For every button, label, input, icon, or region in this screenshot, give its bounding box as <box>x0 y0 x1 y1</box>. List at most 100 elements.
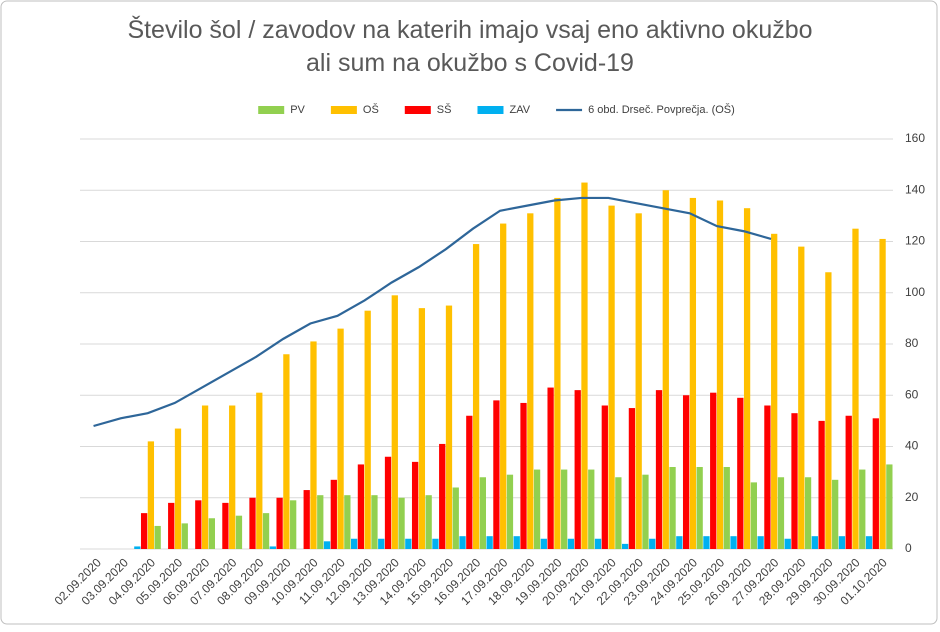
bar <box>567 538 575 549</box>
bar <box>256 392 263 549</box>
bar <box>452 487 459 549</box>
bar <box>466 415 473 549</box>
bar <box>635 213 642 549</box>
bar <box>134 546 141 549</box>
bar <box>479 477 486 549</box>
bar <box>737 397 744 549</box>
bar <box>561 469 568 549</box>
bar <box>472 244 480 549</box>
bar <box>655 390 663 549</box>
bar <box>208 518 215 549</box>
bar <box>628 408 636 549</box>
bar <box>723 467 730 549</box>
chart-title: Število šol / zavodov na katerih imajo v… <box>127 15 812 44</box>
bar <box>500 223 507 549</box>
bar <box>357 464 365 549</box>
bar <box>317 495 324 549</box>
bar <box>649 538 656 549</box>
bar <box>554 197 561 549</box>
legend-swatch <box>258 106 285 114</box>
y-tick-label: 100 <box>905 285 925 299</box>
bar <box>682 395 690 549</box>
bar <box>520 402 527 549</box>
bar <box>290 500 297 549</box>
bar <box>486 536 493 549</box>
bar <box>662 190 669 549</box>
bar <box>865 536 873 549</box>
bar <box>527 213 534 549</box>
bar <box>547 387 554 549</box>
bar <box>622 543 629 549</box>
line <box>93 196 772 428</box>
bar <box>459 536 466 549</box>
bar <box>445 305 453 549</box>
bar <box>818 420 825 549</box>
y-tick-label: 160 <box>905 131 925 145</box>
bar <box>398 497 405 549</box>
legend-label: OŠ <box>363 103 379 116</box>
y-tick-label: 120 <box>905 234 925 248</box>
bar <box>337 328 344 549</box>
bar <box>811 536 818 549</box>
bar <box>838 536 846 549</box>
bar <box>432 538 439 549</box>
bar <box>601 405 608 549</box>
bar <box>750 482 757 549</box>
bar <box>283 354 290 549</box>
bar <box>784 538 791 549</box>
chart-title: ali sum na okužbo s Covid-19 <box>306 49 634 77</box>
bar <box>791 413 798 549</box>
bar <box>574 390 581 549</box>
legend: PV OŠ SŠ ZAV 6 obd. Drseč. Povprečja. (OŠ) <box>258 103 735 116</box>
legend-swatch <box>330 106 357 114</box>
bar <box>323 541 331 549</box>
bar <box>147 441 155 549</box>
bar <box>832 479 839 549</box>
bar <box>777 477 785 549</box>
bar <box>757 536 764 549</box>
bar <box>310 341 317 549</box>
bar <box>852 228 859 549</box>
bar <box>730 536 737 549</box>
bar <box>886 464 893 549</box>
y-tick-label: 20 <box>905 490 919 504</box>
bar <box>391 295 398 549</box>
legend-label: SŠ <box>437 103 452 116</box>
bar <box>411 461 419 549</box>
bar <box>845 415 852 549</box>
bar <box>235 515 243 549</box>
bar <box>201 405 209 549</box>
bar <box>371 495 378 549</box>
bar <box>608 205 615 549</box>
bar <box>405 538 412 549</box>
legend-label: 6 obd. Drseč. Povprečja. (OŠ) <box>588 103 735 116</box>
bar <box>249 497 256 549</box>
bar <box>195 500 202 549</box>
bar <box>439 443 446 549</box>
bar <box>364 310 371 549</box>
bar <box>642 474 649 549</box>
bar <box>140 513 148 549</box>
bar <box>506 474 514 549</box>
bar <box>181 523 188 549</box>
bar <box>229 405 236 549</box>
bar <box>425 495 432 549</box>
legend-swatch <box>404 106 431 114</box>
bar <box>330 479 337 549</box>
bar <box>154 525 161 549</box>
bar <box>303 490 310 549</box>
bar <box>262 513 270 549</box>
bar <box>493 400 500 549</box>
bar <box>703 536 710 549</box>
bar <box>276 497 283 549</box>
bar <box>513 536 520 549</box>
bar <box>615 477 622 549</box>
bar <box>879 238 886 549</box>
bar <box>764 405 771 549</box>
bar <box>378 538 385 549</box>
bar <box>533 469 541 549</box>
bar <box>743 208 751 549</box>
bar <box>222 502 229 549</box>
bar <box>825 272 832 549</box>
